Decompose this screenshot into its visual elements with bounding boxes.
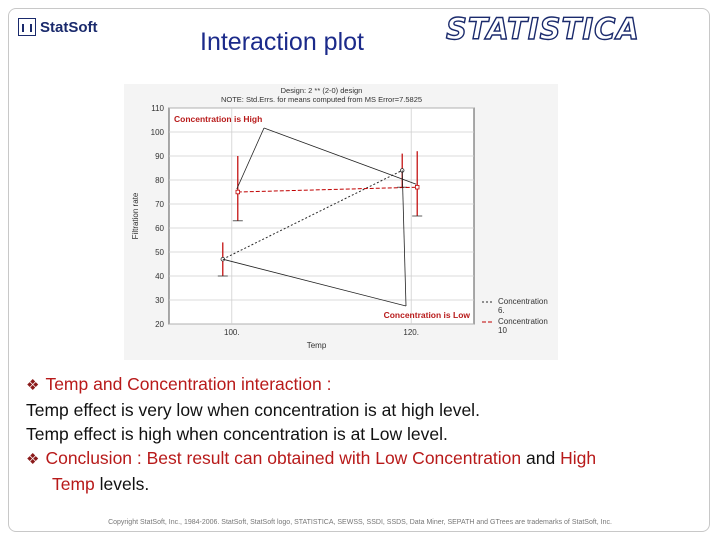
body-line-4: ❖ Conclusion : Best result can obtained w… [26, 446, 706, 472]
statsoft-logo-icon [18, 18, 36, 36]
data-point [235, 189, 240, 195]
high-text: High [560, 448, 597, 468]
annotation-arrow [263, 127, 417, 185]
legend-label: 6. [498, 306, 505, 315]
levels-text: levels. [94, 474, 150, 494]
y-tick-label: 30 [155, 296, 164, 305]
logo-text: StatSoft [40, 18, 98, 36]
y-tick-label: 90 [155, 152, 164, 161]
conclusion-text: Conclusion : Best result can obtained wi… [45, 448, 376, 468]
chart-subtitle: NOTE: Std.Errs. for means computed from … [221, 95, 422, 104]
data-point [220, 256, 225, 262]
chart-title: Design: 2 ** (2-0) design [281, 86, 363, 95]
legend-label: Concentration [498, 317, 548, 326]
body-text: ❖ Temp and Concentration interaction : Te… [26, 372, 706, 496]
series-line [222, 169, 403, 260]
annotation-arrow [222, 258, 407, 307]
annotation-high: Concentration is High [174, 114, 262, 124]
annotation-arrow [236, 127, 265, 190]
y-axis-label: Filtration rate [131, 192, 140, 239]
data-point [415, 185, 420, 190]
y-tick-label: 70 [155, 200, 164, 209]
body-line-2: Temp effect is very low when concentrati… [26, 400, 480, 420]
and-text: and [521, 448, 561, 468]
y-tick-label: 20 [155, 320, 164, 329]
y-tick-label: 110 [151, 104, 164, 113]
y-tick-label: 100 [151, 128, 165, 137]
statsoft-logo: StatSoft [18, 18, 98, 36]
footer-copyright: Copyright StatSoft, Inc., 1984-2006. Sta… [108, 519, 612, 526]
x-tick-label: 120. [403, 328, 419, 337]
legend-label: 10 [498, 326, 507, 335]
interaction-heading: Temp and Concentration interaction : [45, 374, 332, 394]
slide-title: Interaction plot [200, 28, 364, 56]
legend-label: Concentration [498, 297, 548, 306]
body-line-3: Temp effect is high when concentration i… [26, 424, 448, 444]
brand-logo: STATISTICA [445, 11, 640, 46]
plot-area [168, 107, 475, 325]
body-line-1: ❖ Temp and Concentration interaction : [26, 372, 706, 398]
low-concentration-text: Low Concentration [375, 448, 522, 468]
diamond-bullet-icon: ❖ [26, 451, 40, 468]
y-tick-label: 60 [155, 224, 164, 233]
diamond-bullet-icon: ❖ [26, 377, 40, 394]
temp-text: Temp [52, 474, 95, 494]
annotation-arrow [401, 170, 407, 307]
y-tick-label: 50 [155, 248, 164, 257]
chart-area: Design: 2 ** (2-0) design NOTE: Std.Errs.… [124, 84, 558, 360]
body-line-5: Temp levels. [26, 472, 706, 496]
y-tick-label: 80 [155, 176, 164, 185]
x-axis-label: Temp [307, 341, 327, 350]
x-tick-label: 100. [224, 328, 240, 337]
slide-frame [8, 8, 710, 532]
y-tick-label: 40 [155, 272, 164, 281]
annotation-low: Concentration is Low [384, 310, 471, 320]
